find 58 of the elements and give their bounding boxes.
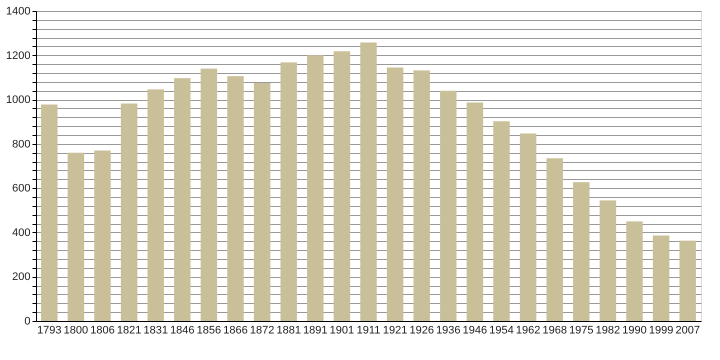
x-tick-label: 1846 [170, 324, 195, 336]
bar [120, 104, 138, 321]
bar [386, 67, 404, 321]
x-tick-label: 1793 [37, 324, 62, 336]
x-tick-label: 1856 [196, 324, 222, 336]
x-tick-label: 1872 [250, 324, 274, 336]
y-tick-label: 1200 [6, 50, 30, 62]
bar [626, 221, 643, 321]
bar [227, 76, 244, 321]
x-tick-label: 1975 [569, 324, 594, 336]
x-tick-label: 1881 [276, 324, 301, 336]
x-tick-label: 1901 [330, 324, 354, 336]
bar [94, 150, 111, 321]
bar [254, 82, 270, 321]
bar [652, 236, 670, 321]
y-tick-label: 1000 [6, 94, 30, 106]
bar [200, 68, 218, 321]
x-tick-label: 1911 [356, 324, 380, 336]
x-tick-label: 1936 [436, 324, 461, 336]
y-tick-label: 400 [12, 226, 30, 239]
bar [573, 182, 590, 321]
bar [466, 102, 484, 321]
bar [520, 133, 536, 321]
bar [440, 90, 457, 321]
bar [679, 240, 696, 321]
y-tick-label: 800 [12, 138, 30, 150]
x-tick-label: 1968 [542, 324, 567, 336]
x-tick-label: 1926 [409, 324, 434, 336]
x-tick-label: 1954 [489, 324, 514, 336]
x-tick-label: 1946 [462, 324, 488, 336]
bar [147, 89, 164, 321]
x-tick-label: 1982 [596, 324, 620, 336]
x-tick-label: 1962 [516, 324, 540, 336]
bar [360, 42, 377, 321]
bar [493, 121, 510, 321]
bar [413, 70, 430, 321]
bar [334, 51, 350, 321]
bar [307, 55, 324, 321]
bar [280, 62, 297, 321]
y-tick-label: 200 [12, 271, 30, 284]
x-tick-label: 1821 [116, 324, 142, 336]
y-tick-label: 600 [12, 182, 30, 195]
bar [41, 104, 58, 321]
y-tick-label: 1400 [6, 6, 30, 18]
x-tick-label: 1806 [90, 324, 115, 336]
x-tick-label: 1990 [622, 324, 647, 336]
x-tick-label: 1921 [382, 324, 408, 336]
x-tick-label: 2007 [675, 324, 700, 336]
bar [600, 200, 616, 321]
bar [174, 78, 191, 321]
bar [546, 158, 563, 321]
bar [68, 152, 84, 321]
y-tick-label: 0 [24, 316, 30, 328]
x-tick-label: 1800 [64, 324, 88, 336]
x-tick-label: 1891 [303, 324, 328, 336]
x-tick-label: 1866 [223, 324, 248, 336]
x-tick-label: 1999 [648, 324, 674, 336]
x-tick-label: 1831 [143, 324, 168, 336]
